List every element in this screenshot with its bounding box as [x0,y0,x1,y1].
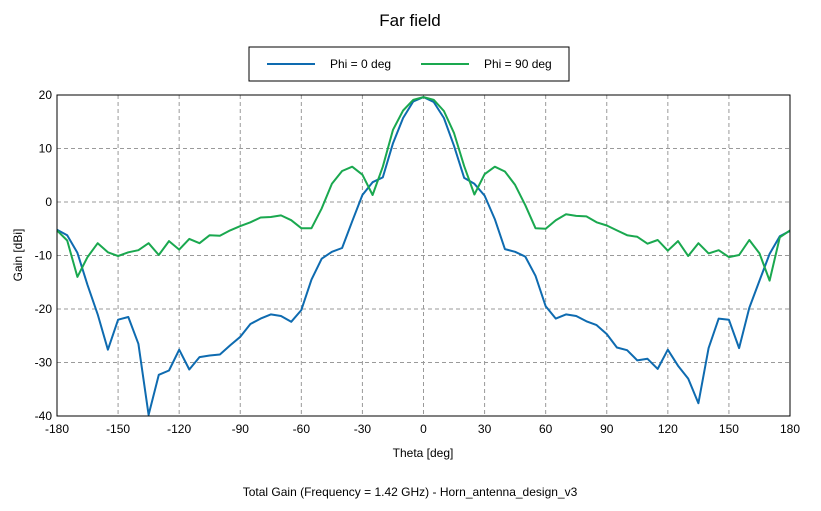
chart-title: Far field [379,11,440,30]
y-tick-label: -20 [35,302,53,316]
chart-caption: Total Gain (Frequency = 1.42 GHz) - Horn… [243,485,578,499]
x-tick-label: -120 [167,422,191,436]
y-tick-label: 10 [39,142,53,156]
x-tick-label: 180 [780,422,800,436]
x-tick-label: -30 [354,422,372,436]
series-lines [56,96,791,416]
x-tick-label: 0 [420,422,427,436]
x-tick-label: 60 [539,422,553,436]
x-tick-label: 120 [658,422,678,436]
y-tick-label: 0 [45,195,52,209]
legend-label-series-2: Phi = 90 deg [484,57,552,71]
y-axis-label: Gain [dBi] [11,229,25,282]
y-tick-label: -40 [35,409,53,423]
x-tick-label: -90 [232,422,250,436]
x-tick-label: 150 [719,422,739,436]
x-tick-label: -180 [45,422,69,436]
y-tick-label: 20 [39,88,53,102]
legend: Phi = 0 deg Phi = 90 deg [248,46,570,82]
y-tick-label: -10 [35,249,53,263]
x-tick-labels: -180 -150 -120 -90 -60 -30 0 30 60 90 120 150 180 [45,422,800,436]
x-tick-label: 90 [600,422,614,436]
y-tick-labels: 20 10 0 -10 -20 -30 -40 [35,88,53,423]
x-axis-label: Theta [deg] [393,446,454,460]
x-tick-label: -60 [293,422,311,436]
grid [57,95,790,416]
y-tick-label: -30 [35,356,53,370]
plot-frame [56,94,791,417]
x-tick-label: -150 [106,422,130,436]
legend-label-series-1: Phi = 0 deg [330,57,391,71]
x-tick-label: 30 [478,422,492,436]
series-line-2 [56,96,791,282]
